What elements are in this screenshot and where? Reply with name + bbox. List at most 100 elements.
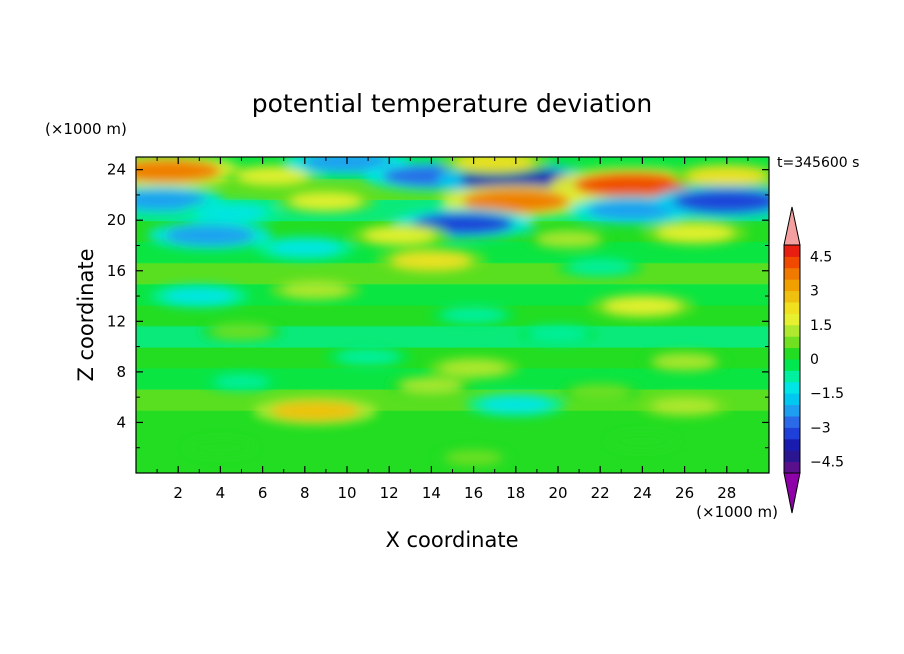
contour-feature (673, 189, 769, 213)
contour-band (136, 325, 769, 348)
x-units-label: (×1000 m) (696, 503, 778, 521)
contour-feature (616, 434, 669, 449)
colorbar: 4.5 3 1.5 0 −1.5 −3 −4.5 (783, 206, 844, 514)
contour-feature (573, 172, 690, 198)
colorbar-segment (784, 324, 800, 337)
colorbar-segment (784, 381, 800, 394)
contour-feature (165, 225, 255, 246)
colorbar-segment (784, 245, 800, 257)
chart-title: potential temperature deviation (252, 89, 652, 118)
contour-feature (302, 157, 392, 173)
colorbar-segment (784, 393, 800, 406)
contour-feature (163, 287, 235, 305)
contour-feature (282, 281, 349, 298)
colorbar-segment (784, 438, 800, 451)
contour-feature (440, 360, 507, 377)
contour-feature (237, 167, 309, 185)
colorbar-tick-label: −4.5 (810, 455, 844, 471)
colorbar-segment (784, 256, 800, 269)
x-tick-label: 16 (464, 484, 483, 502)
x-tick-label: 12 (380, 484, 399, 502)
contour-feature (656, 223, 734, 242)
x-axis-label: X coordinate (385, 528, 518, 552)
x-tick-label: 6 (258, 484, 268, 502)
contour-feature (651, 398, 718, 414)
x-tick-label: 24 (633, 484, 652, 502)
colorbar-tick-label: −3 (810, 420, 831, 436)
contour-feature (569, 259, 632, 275)
x-tick-label: 22 (591, 484, 610, 502)
contour-feature (290, 192, 362, 210)
contour-feature (686, 166, 767, 186)
y-tick-label: 4 (116, 413, 126, 431)
colorbar-segment (784, 336, 800, 349)
colorbar-segment (784, 450, 800, 463)
contour-feature (195, 204, 267, 222)
contour-feature (391, 251, 472, 270)
y-tick-label: 12 (107, 312, 126, 330)
x-tick-label: 18 (506, 484, 525, 502)
contour-feature (214, 375, 269, 389)
contour-feature (337, 349, 400, 365)
x-tick-label: 10 (337, 484, 356, 502)
contour-feature (269, 239, 341, 257)
colorbar-over-arrow (783, 206, 801, 246)
x-tick-label: 20 (548, 484, 567, 502)
contour-feature (442, 307, 505, 323)
contour-feature (462, 189, 570, 213)
colorbar-segment (784, 416, 800, 428)
contour-feature (604, 297, 681, 316)
colorbar-tick-label: 1.5 (810, 318, 832, 334)
contour-features (136, 157, 769, 468)
contour-feature (537, 231, 600, 247)
contour-feature (136, 159, 222, 183)
y-axis: 4 8 12 16 20 24 (107, 161, 769, 449)
x-tick-label: 4 (216, 484, 226, 502)
contour-feature (364, 226, 436, 244)
plot-area (136, 157, 769, 473)
y-units-label: (×1000 m) (45, 120, 127, 138)
colorbar-segment (784, 279, 800, 292)
colorbar-tick-label: 4.5 (810, 249, 832, 265)
colorbar-segment (784, 461, 800, 474)
contour-feature (446, 450, 501, 465)
contour-feature (528, 326, 588, 342)
contour-feature (212, 324, 271, 339)
colorbar-tick-label: −1.5 (810, 386, 844, 402)
contour-feature (480, 396, 552, 414)
x-tick-label: 8 (300, 484, 310, 502)
colorbar-tick-label: 3 (810, 284, 819, 300)
x-tick-label: 2 (173, 484, 183, 502)
y-axis-label: Z coordinate (74, 248, 98, 381)
contour-feature (194, 441, 246, 455)
x-tick-label: 26 (675, 484, 694, 502)
colorbar-segment (784, 313, 800, 326)
colorbar-segment (784, 427, 800, 440)
x-tick-label: 28 (717, 484, 736, 502)
colorbar-frame (783, 244, 801, 474)
contour-feature (454, 157, 535, 172)
time-label: t=345600 s (777, 155, 859, 171)
contour-band (136, 346, 769, 369)
y-tick-label: 20 (107, 211, 126, 229)
colorbar-segment (784, 404, 800, 417)
colorbar-segment (784, 290, 800, 303)
y-tick-label: 8 (116, 363, 126, 381)
colorbar-segment (784, 302, 800, 314)
colorbar-segment (784, 347, 800, 360)
contour-feature (270, 401, 360, 422)
x-tick-label: 14 (422, 484, 441, 502)
contour-feature (653, 354, 716, 370)
contour-feature (571, 384, 630, 400)
y-tick-label: 16 (107, 262, 126, 280)
x-axis: 2 4 6 8 10 12 14 16 18 20 22 24 26 28 (156, 157, 749, 502)
colorbar-tick-label: 0 (810, 352, 819, 368)
colorbar-under-arrow (783, 472, 801, 514)
colorbar-segment (784, 359, 800, 371)
contour-feature (400, 378, 463, 394)
y-tick-label: 24 (107, 161, 126, 179)
contour-feature (136, 189, 206, 210)
colorbar-segment (784, 370, 800, 383)
colorbar-segment (784, 267, 800, 280)
